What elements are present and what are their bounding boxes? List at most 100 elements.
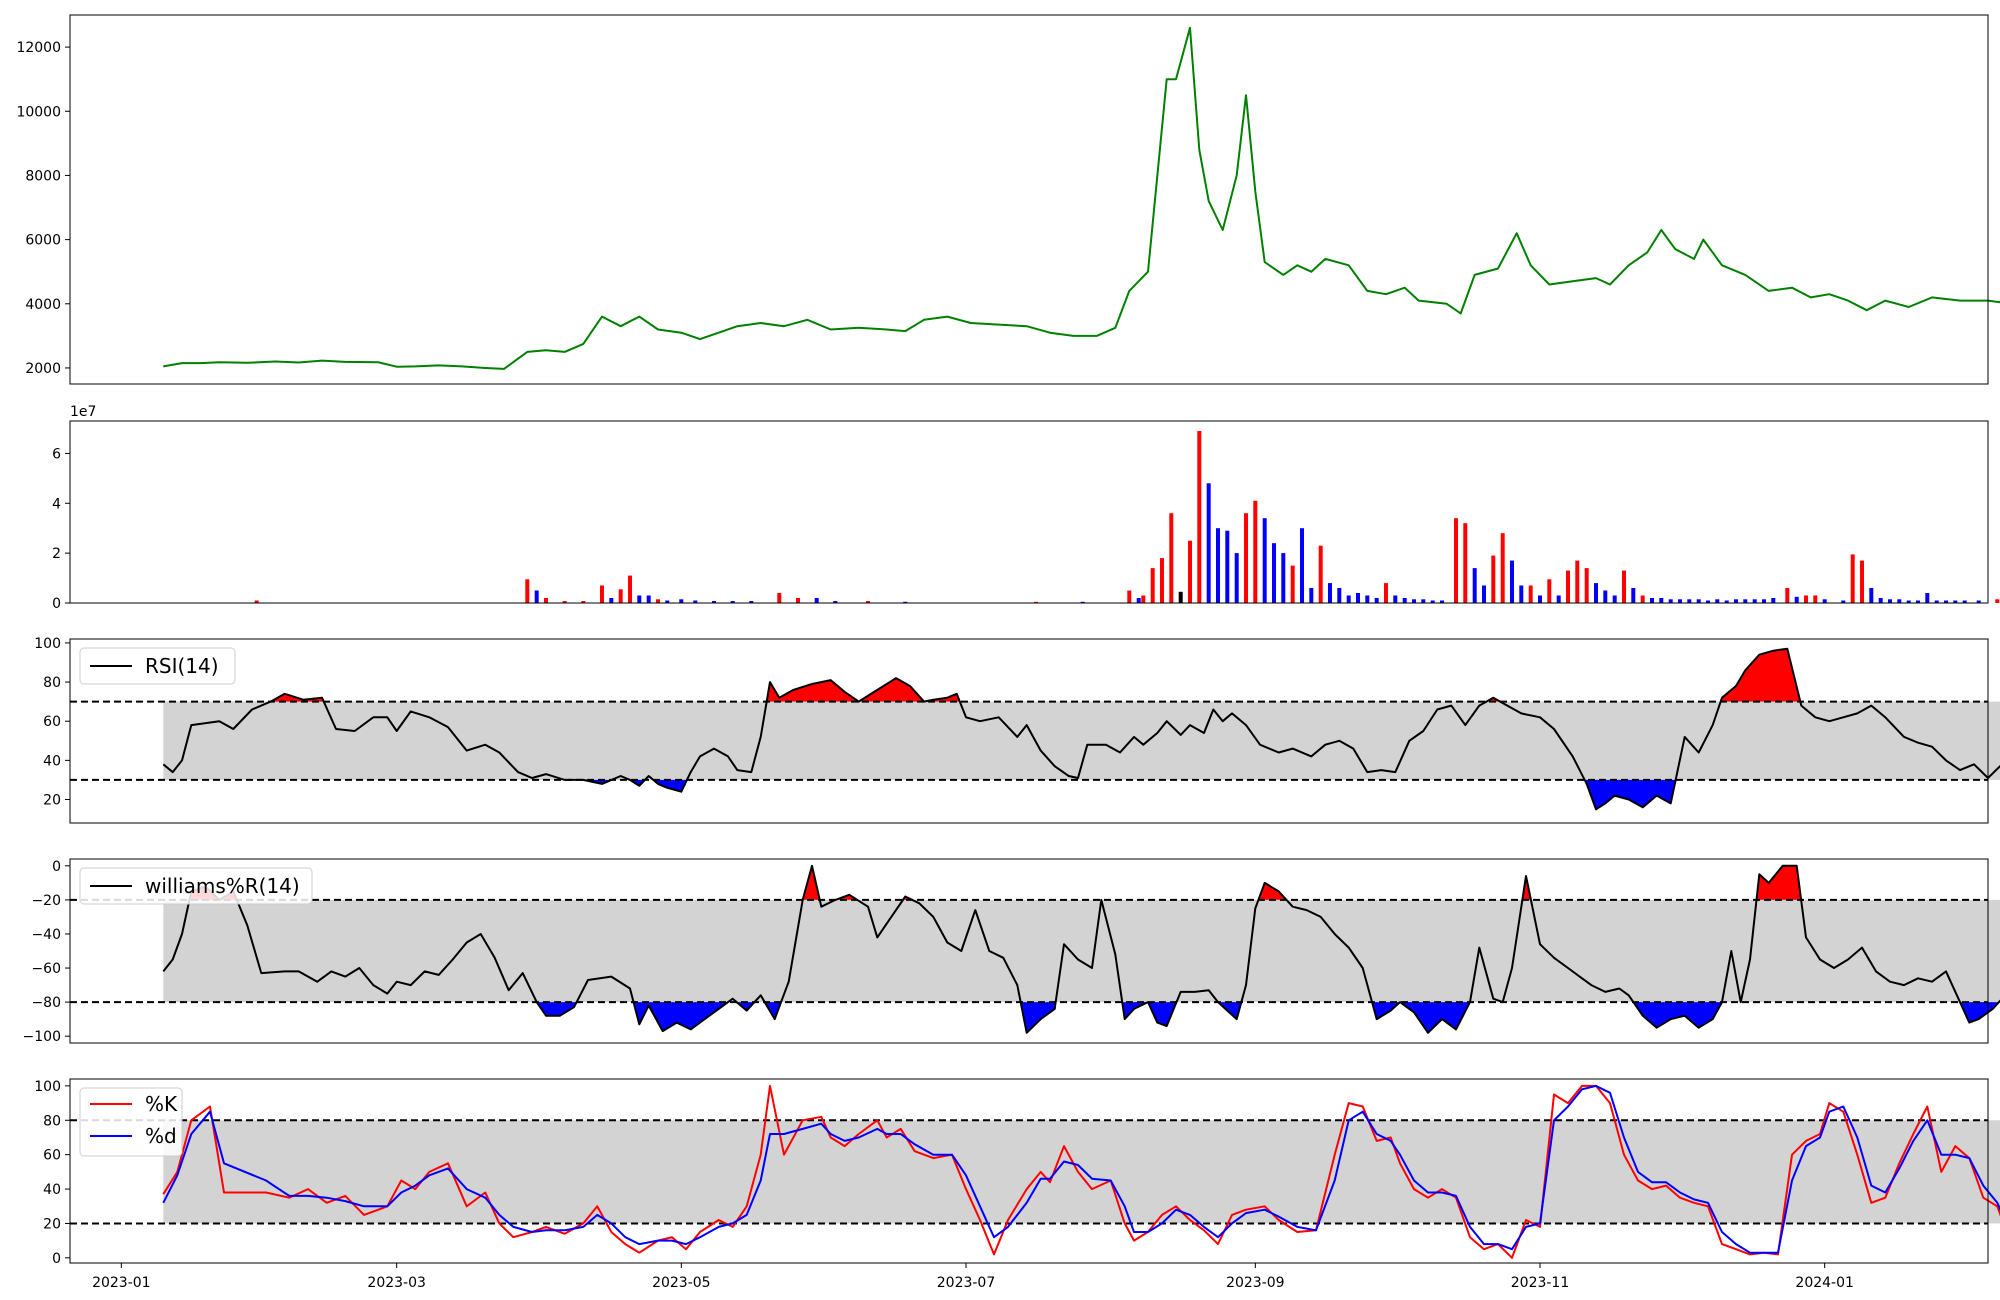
volume-bar: [525, 579, 530, 603]
volume-bar: [1178, 591, 1183, 603]
volume-bar: [866, 601, 870, 603]
stochastic-legend: %K %d: [79, 1087, 183, 1157]
volume-bar: [1622, 570, 1626, 603]
rsi-ytick-label: 20: [43, 793, 61, 809]
williams-oversold-fill: [1960, 1002, 1999, 1023]
price-ytick-label: 10000: [16, 104, 61, 120]
d-legend-label: %d: [145, 1124, 177, 1148]
volume-bar: [254, 600, 259, 603]
volume-bar: [1225, 530, 1230, 603]
williams-ytick-label: −60: [31, 961, 61, 977]
williams-neutral-band: [163, 899, 2000, 1003]
williams-oversold-fill: [1400, 1002, 1470, 1033]
volume-bar: [1290, 565, 1295, 603]
rsi-line: [162, 647, 2000, 811]
volume-bar: [1463, 523, 1468, 603]
rsi-overbought-fill: [924, 693, 960, 702]
williams-frame: [69, 858, 1989, 1044]
volume-bar: [1127, 590, 1132, 603]
volume-bar: [1804, 595, 1808, 603]
x-tick-label: 2023-07: [937, 1275, 996, 1291]
volume-bar: [1822, 599, 1827, 603]
williams-oversold-fill: [1122, 1002, 1148, 1020]
volume-bar: [1640, 595, 1645, 603]
williams-ytick-label: −40: [31, 927, 61, 943]
price-ytick-label: 8000: [25, 168, 61, 184]
stochastic-ytick-label: 20: [43, 1216, 61, 1232]
volume-bar: [544, 598, 548, 603]
williams-ytick-label: −80: [31, 995, 61, 1011]
volume-bar: [1402, 598, 1407, 603]
volume-frame: [69, 420, 1989, 604]
volume-bar: [777, 593, 782, 603]
volume-bar: [1715, 599, 1720, 603]
stochastic-ytick-label: 100: [34, 1079, 61, 1095]
volume-bar: [1365, 595, 1370, 603]
rsi-ytick-label: 40: [43, 753, 61, 769]
volume-bar: [1897, 599, 1902, 603]
williams-line: [162, 864, 2000, 1034]
volume-bar: [1850, 554, 1855, 603]
volume-bar: [1556, 595, 1561, 603]
d-line: [162, 1084, 2000, 1254]
volume-bar: [1762, 599, 1766, 603]
rsi-legend-box: [79, 647, 236, 685]
volume-bar: [1813, 595, 1818, 603]
volume-bar: [1995, 599, 2000, 603]
rsi-overbought-fill: [858, 678, 924, 702]
volume-bar: [646, 595, 651, 603]
volume-bar: [1169, 513, 1174, 603]
stochastic-frame: [69, 1078, 1989, 1264]
volume-bar: [1328, 583, 1332, 603]
volume-bar: [1141, 595, 1146, 603]
volume-bar: [1080, 601, 1085, 603]
volume-bar: [1953, 600, 1958, 603]
volume-bar: [1346, 595, 1351, 603]
volume-bar: [1612, 595, 1617, 603]
volume-bar: [1188, 540, 1192, 603]
volume-ytick-label: 0: [52, 596, 61, 612]
williams-legend: williams%R(14): [79, 867, 313, 905]
williams-panel: 0 −20 −40 −60 −80 −100 williams%R(14): [23, 858, 2000, 1045]
williams-overbought-fill: [1258, 882, 1287, 900]
volume-bar: [903, 601, 908, 603]
rsi-legend-label: RSI(14): [145, 654, 219, 678]
volume-bar: [1860, 560, 1864, 603]
volume-bar: [1519, 585, 1524, 603]
volume-bar: [1160, 558, 1164, 603]
volume-bar: [1906, 600, 1911, 603]
volume-bar: [1253, 500, 1258, 603]
volume-bar: [656, 599, 660, 603]
williams-ytick-label: −20: [31, 893, 61, 909]
volume-bar: [1262, 518, 1267, 603]
williams-oversold-fill: [1633, 1002, 1722, 1028]
volume-bar: [1566, 570, 1570, 603]
stochastic-ytick-label: 60: [43, 1148, 61, 1164]
price-panel: 2000 4000 6000 8000 10000 12000: [16, 14, 2000, 385]
volume-bar: [562, 601, 567, 603]
williams-ytick-label: 0: [52, 859, 61, 875]
volume-bar: [1785, 588, 1790, 603]
volume-bar: [1197, 431, 1202, 603]
x-tick-label: 2023-01: [92, 1275, 151, 1291]
volume-bar: [1472, 568, 1477, 603]
volume-bar: [1034, 601, 1038, 603]
volume-bar: [1272, 543, 1276, 603]
rsi-ytick-label: 80: [43, 675, 61, 691]
price-frame: [69, 14, 1989, 385]
volume-ytick-label: 2: [52, 546, 61, 562]
rsi-oversold-fill: [653, 779, 687, 792]
williams-oversold-fill: [1020, 1002, 1056, 1033]
volume-bar: [1696, 599, 1701, 603]
volume-bar: [1440, 600, 1444, 603]
volume-bar: [693, 600, 698, 603]
stochastic-panel: 0 20 40 60 80 100 2023-01 2023-03 2023-05 2023-07…: [34, 1078, 2000, 1291]
volume-bar: [1724, 600, 1729, 603]
volume-bar: [1888, 599, 1892, 603]
price-ytick-label: 6000: [25, 233, 61, 249]
volume-bar: [1309, 588, 1314, 603]
volume-bar: [1337, 588, 1342, 603]
rsi-ytick-label: 100: [34, 636, 61, 652]
